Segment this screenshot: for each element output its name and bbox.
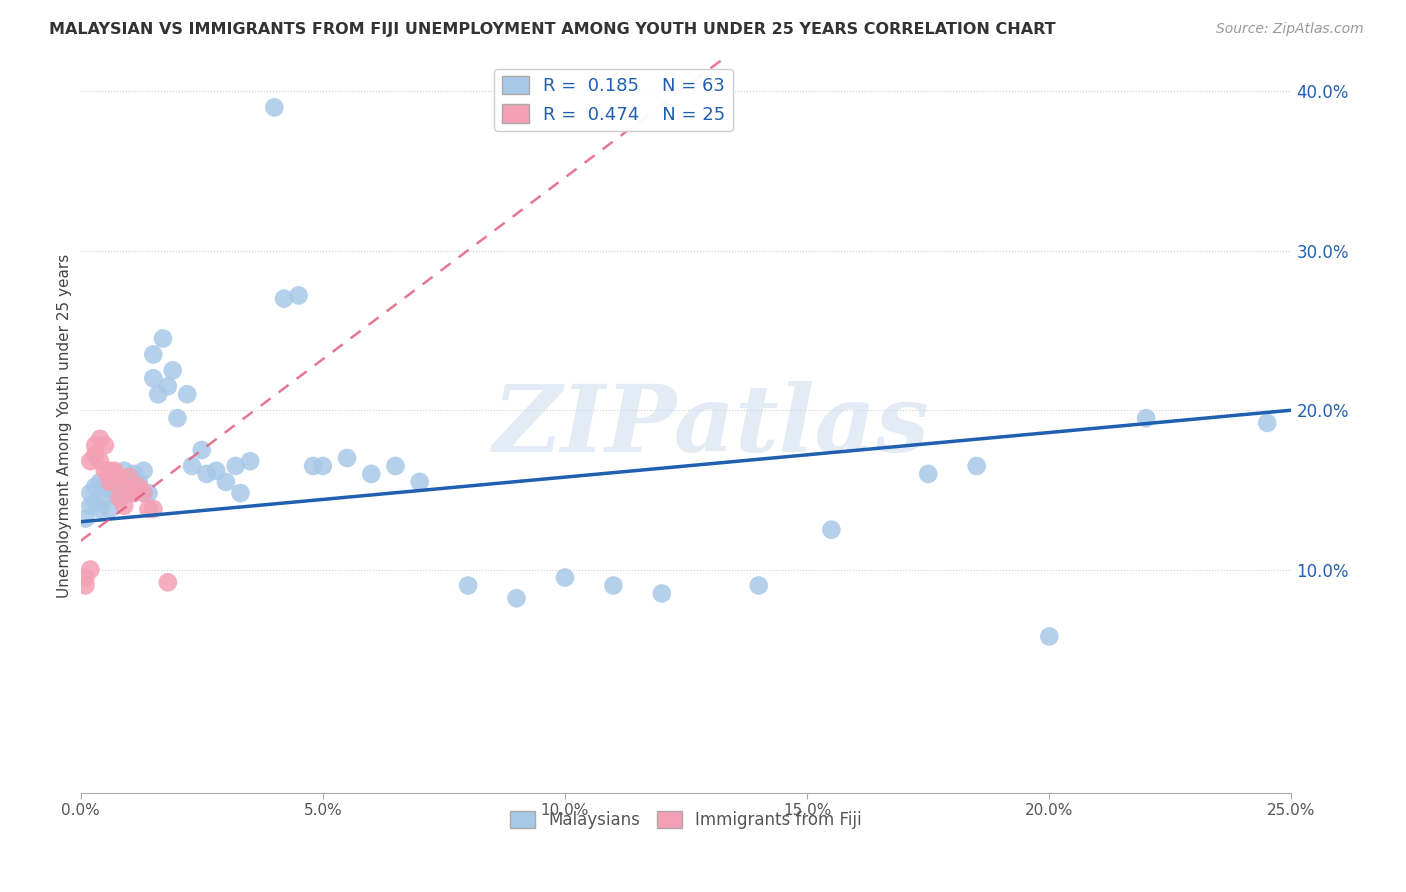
Point	[94, 491, 117, 505]
Point	[94, 480, 117, 494]
Point	[195, 467, 218, 481]
Text: Source: ZipAtlas.com: Source: ZipAtlas.com	[1216, 22, 1364, 37]
Point	[651, 586, 673, 600]
Point	[273, 292, 295, 306]
Point	[1135, 411, 1157, 425]
Point	[138, 486, 160, 500]
Point	[89, 475, 111, 489]
Point	[98, 464, 121, 478]
Point	[84, 438, 107, 452]
Point	[917, 467, 939, 481]
Y-axis label: Unemployment Among Youth under 25 years: Unemployment Among Youth under 25 years	[58, 254, 72, 599]
Point	[457, 578, 479, 592]
Point	[79, 486, 101, 500]
Point	[287, 288, 309, 302]
Point	[156, 379, 179, 393]
Point	[215, 475, 238, 489]
Point	[122, 486, 145, 500]
Point	[103, 475, 125, 489]
Point	[103, 464, 125, 478]
Point	[112, 464, 135, 478]
Point	[75, 570, 97, 584]
Point	[132, 464, 155, 478]
Point	[142, 371, 165, 385]
Point	[94, 438, 117, 452]
Point	[205, 464, 228, 478]
Point	[1038, 630, 1060, 644]
Point	[152, 331, 174, 345]
Point	[146, 387, 169, 401]
Text: MALAYSIAN VS IMMIGRANTS FROM FIJI UNEMPLOYMENT AMONG YOUTH UNDER 25 YEARS CORREL: MALAYSIAN VS IMMIGRANTS FROM FIJI UNEMPL…	[49, 22, 1056, 37]
Point	[181, 458, 204, 473]
Point	[748, 578, 770, 592]
Point	[229, 486, 252, 500]
Point	[79, 499, 101, 513]
Point	[108, 491, 131, 505]
Point	[132, 486, 155, 500]
Point	[108, 470, 131, 484]
Point	[176, 387, 198, 401]
Point	[190, 443, 212, 458]
Text: ZIPatlas: ZIPatlas	[492, 381, 929, 471]
Point	[118, 483, 141, 497]
Point	[108, 475, 131, 489]
Point	[225, 458, 247, 473]
Point	[89, 454, 111, 468]
Point	[162, 363, 184, 377]
Point	[89, 502, 111, 516]
Point	[84, 448, 107, 462]
Point	[554, 570, 576, 584]
Point	[263, 100, 285, 114]
Point	[336, 450, 359, 465]
Point	[142, 502, 165, 516]
Point	[118, 470, 141, 484]
Point	[156, 575, 179, 590]
Point	[84, 480, 107, 494]
Legend: Malaysians, Immigrants from Fiji: Malaysians, Immigrants from Fiji	[503, 804, 869, 836]
Point	[384, 458, 406, 473]
Point	[505, 591, 527, 606]
Point	[89, 432, 111, 446]
Point	[103, 467, 125, 481]
Point	[108, 491, 131, 505]
Point	[820, 523, 842, 537]
Point	[122, 486, 145, 500]
Point	[166, 411, 188, 425]
Point	[602, 578, 624, 592]
Point	[98, 483, 121, 497]
Point	[239, 454, 262, 468]
Point	[408, 475, 430, 489]
Point	[142, 347, 165, 361]
Point	[84, 495, 107, 509]
Point	[75, 511, 97, 525]
Point	[312, 458, 335, 473]
Point	[118, 486, 141, 500]
Point	[79, 454, 101, 468]
Point	[128, 483, 150, 497]
Point	[132, 486, 155, 500]
Point	[122, 467, 145, 481]
Point	[128, 475, 150, 489]
Point	[103, 486, 125, 500]
Point	[112, 499, 135, 513]
Point	[98, 475, 121, 489]
Point	[128, 480, 150, 494]
Point	[302, 458, 325, 473]
Point	[1256, 416, 1278, 430]
Point	[112, 486, 135, 500]
Point	[98, 502, 121, 516]
Point	[94, 464, 117, 478]
Point	[138, 502, 160, 516]
Point	[118, 475, 141, 489]
Point	[75, 578, 97, 592]
Point	[966, 458, 988, 473]
Point	[79, 563, 101, 577]
Point	[360, 467, 382, 481]
